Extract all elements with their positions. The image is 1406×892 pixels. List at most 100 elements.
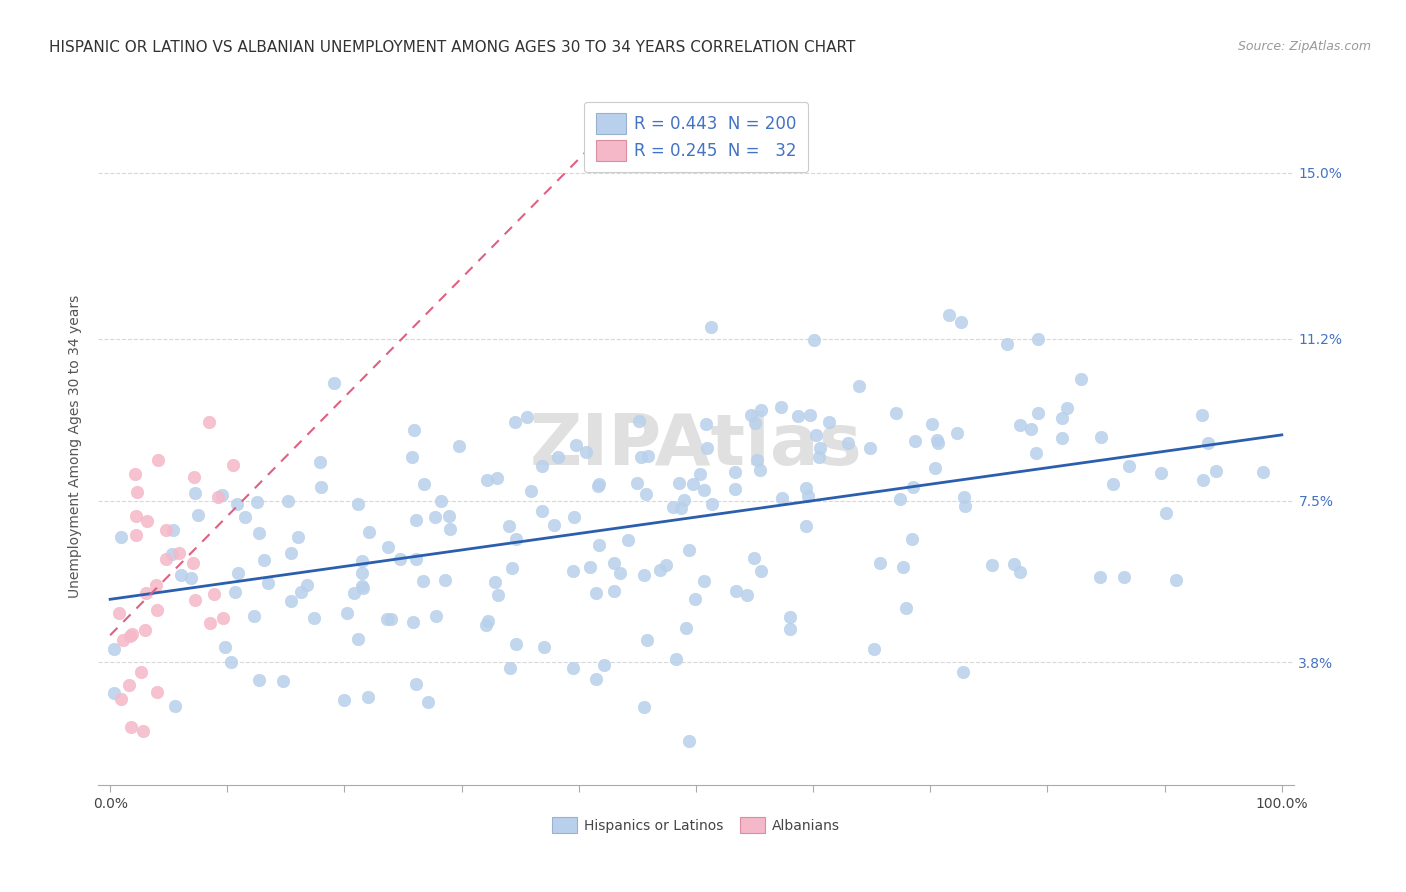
Point bbox=[277, 493, 299, 508]
Point bbox=[673, 492, 696, 507]
Point bbox=[682, 477, 704, 491]
Point bbox=[347, 497, 370, 511]
Point bbox=[950, 315, 973, 329]
Point bbox=[924, 460, 946, 475]
Point bbox=[533, 640, 555, 655]
Point bbox=[779, 610, 801, 624]
Point bbox=[1197, 435, 1219, 450]
Point bbox=[997, 336, 1019, 351]
Point bbox=[434, 573, 457, 587]
Point bbox=[744, 417, 766, 431]
Point bbox=[197, 415, 219, 429]
Point bbox=[352, 566, 374, 580]
Point bbox=[377, 540, 399, 554]
Point bbox=[787, 409, 810, 424]
Point bbox=[503, 415, 526, 429]
Point bbox=[336, 606, 359, 620]
Point bbox=[247, 525, 270, 540]
Point bbox=[740, 408, 762, 422]
Point bbox=[884, 406, 907, 420]
Point bbox=[859, 441, 882, 455]
Point bbox=[1056, 401, 1078, 415]
Point bbox=[1191, 408, 1213, 422]
Text: HISPANIC OR LATINO VS ALBANIAN UNEMPLOYMENT AMONG AGES 30 TO 34 YEARS CORRELATIO: HISPANIC OR LATINO VS ALBANIAN UNEMPLOYM… bbox=[49, 40, 856, 55]
Point bbox=[155, 552, 177, 566]
Point bbox=[280, 594, 302, 608]
Point bbox=[110, 531, 132, 545]
Point bbox=[772, 491, 794, 505]
Point bbox=[184, 486, 207, 500]
Point bbox=[609, 566, 631, 581]
Point bbox=[770, 401, 793, 415]
Point bbox=[799, 408, 821, 422]
Point bbox=[439, 509, 461, 524]
Point bbox=[1010, 566, 1032, 580]
Point bbox=[751, 403, 773, 417]
Point bbox=[633, 568, 655, 582]
Point bbox=[678, 734, 700, 748]
Point bbox=[921, 417, 943, 431]
Point bbox=[412, 574, 434, 588]
Point bbox=[678, 543, 700, 558]
Point bbox=[170, 567, 193, 582]
Point bbox=[628, 414, 651, 428]
Point bbox=[807, 450, 830, 465]
Point bbox=[449, 439, 471, 453]
Point bbox=[1026, 406, 1049, 420]
Point bbox=[187, 508, 209, 522]
Point bbox=[837, 436, 859, 450]
Point bbox=[125, 485, 148, 500]
Point bbox=[796, 489, 818, 503]
Point bbox=[952, 665, 974, 679]
Point bbox=[626, 475, 648, 490]
Point bbox=[565, 438, 588, 452]
Point bbox=[700, 498, 723, 512]
Point bbox=[869, 556, 891, 570]
Point bbox=[1070, 371, 1092, 385]
Point bbox=[247, 673, 270, 688]
Point bbox=[725, 584, 748, 599]
Point bbox=[1050, 432, 1073, 446]
Point bbox=[531, 458, 554, 473]
Point bbox=[579, 560, 602, 574]
Point bbox=[901, 532, 924, 546]
Point bbox=[938, 309, 960, 323]
Point bbox=[896, 600, 918, 615]
Point bbox=[637, 450, 659, 464]
Point bbox=[280, 546, 302, 560]
Point bbox=[183, 593, 205, 607]
Point bbox=[592, 657, 614, 672]
Point bbox=[112, 633, 135, 648]
Point bbox=[155, 524, 177, 538]
Point bbox=[295, 578, 318, 592]
Point bbox=[404, 423, 426, 437]
Point bbox=[696, 442, 718, 456]
Point bbox=[927, 435, 949, 450]
Point bbox=[689, 467, 711, 481]
Point bbox=[162, 523, 184, 537]
Legend: Hispanics or Latinos, Albanians: Hispanics or Latinos, Albanians bbox=[547, 811, 845, 839]
Point bbox=[375, 612, 398, 626]
Point bbox=[794, 519, 817, 533]
Point bbox=[211, 488, 233, 502]
Point bbox=[848, 379, 870, 393]
Point bbox=[323, 376, 346, 390]
Point bbox=[901, 480, 924, 494]
Point bbox=[243, 609, 266, 624]
Point bbox=[664, 651, 686, 665]
Point bbox=[1251, 465, 1274, 479]
Point bbox=[543, 518, 565, 533]
Point bbox=[146, 685, 169, 699]
Point bbox=[146, 603, 169, 617]
Point bbox=[214, 640, 236, 655]
Point bbox=[981, 558, 1004, 572]
Point bbox=[486, 588, 509, 602]
Point bbox=[630, 450, 652, 465]
Point bbox=[200, 615, 222, 630]
Point bbox=[356, 690, 378, 705]
Point bbox=[124, 467, 146, 481]
Point bbox=[749, 463, 772, 477]
Point bbox=[429, 494, 451, 508]
Point bbox=[603, 584, 626, 599]
Text: Source: ZipAtlas.com: Source: ZipAtlas.com bbox=[1237, 40, 1371, 54]
